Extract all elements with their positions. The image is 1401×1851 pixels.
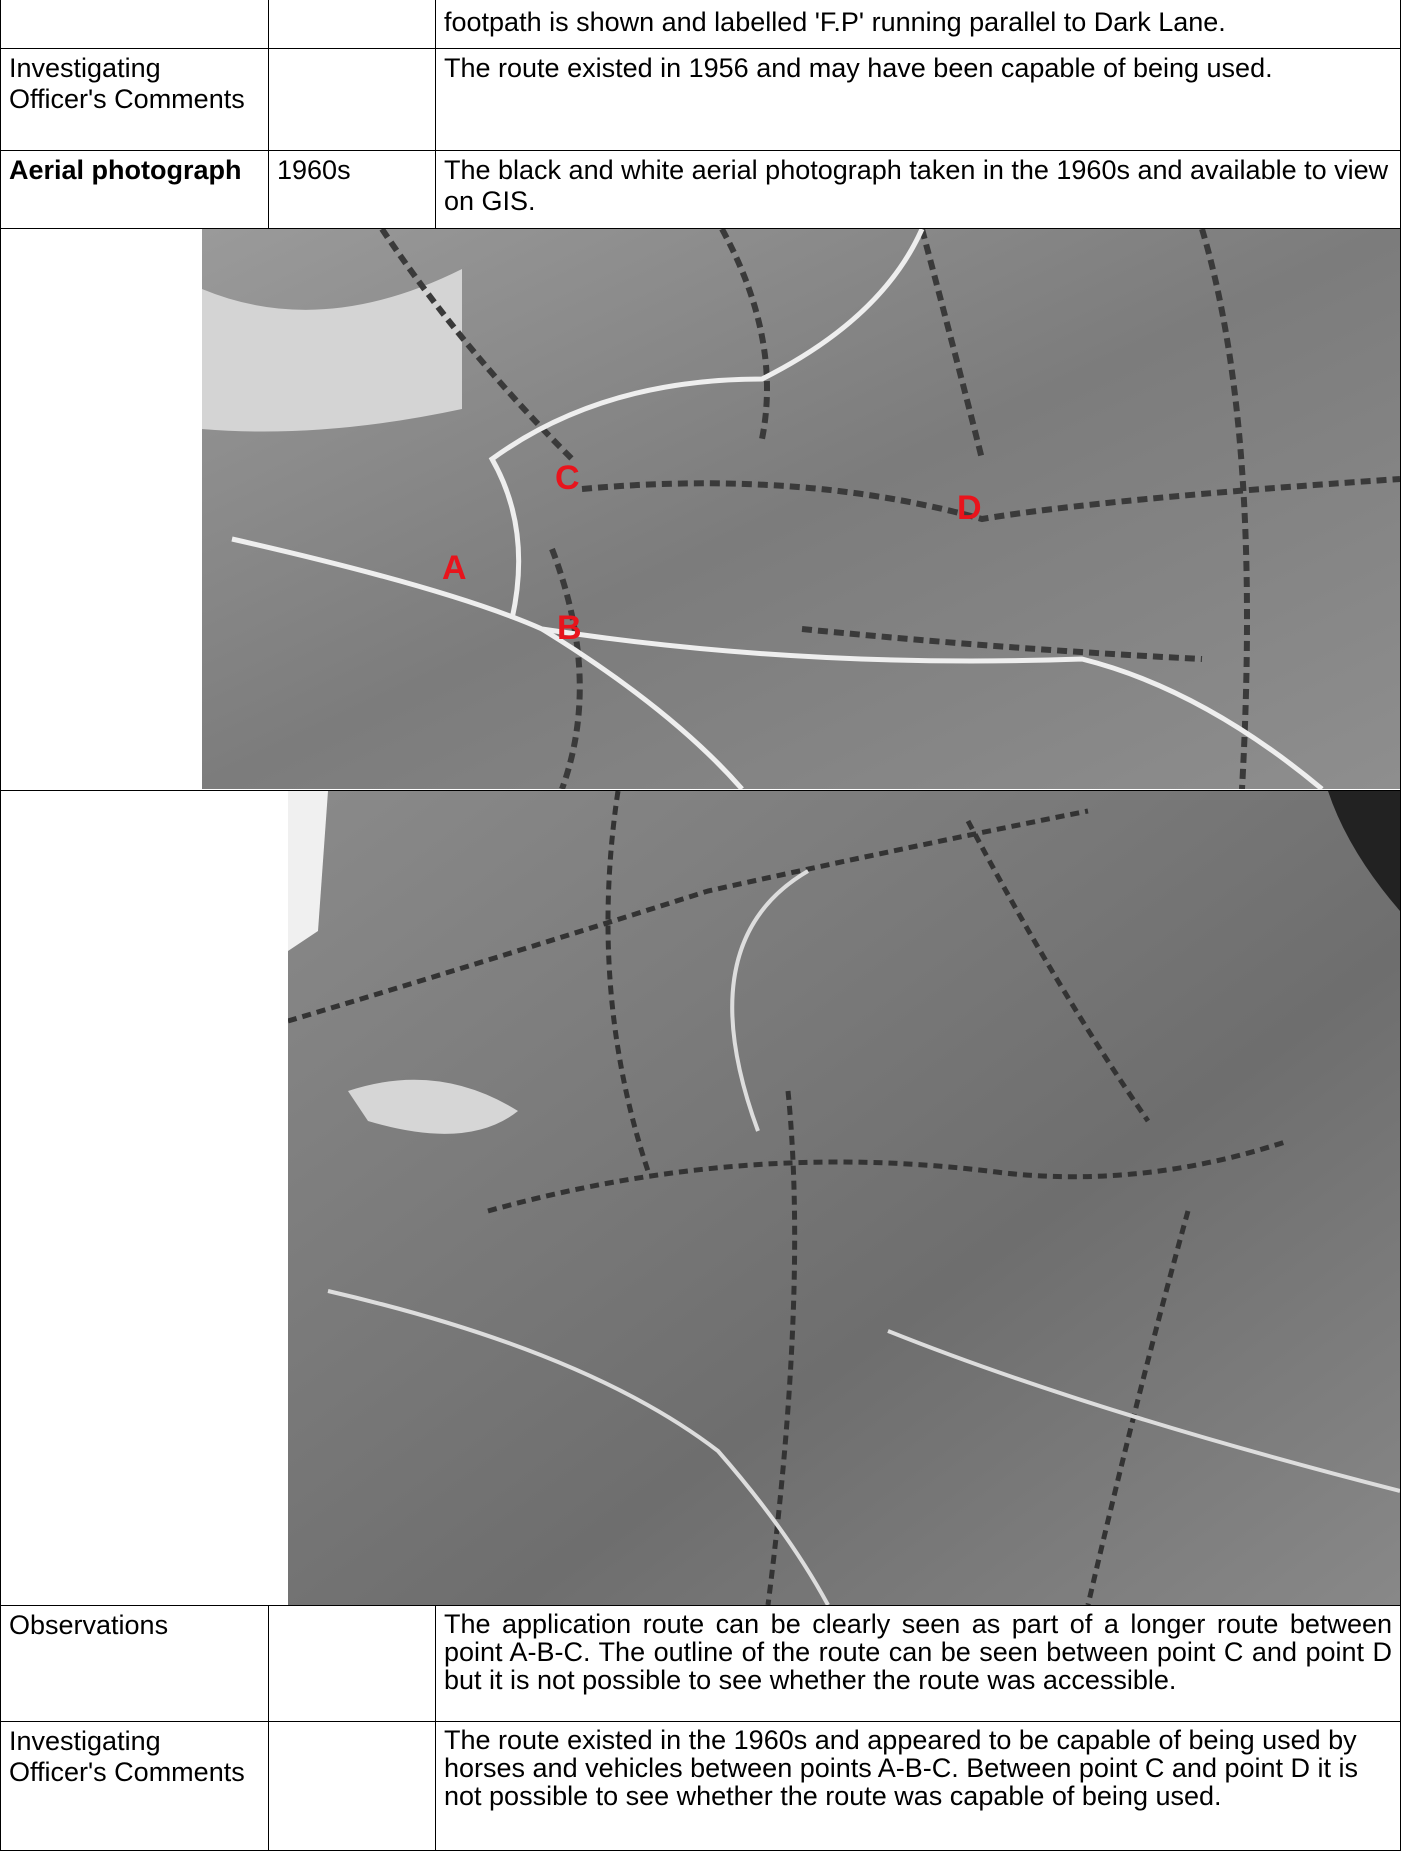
cell: 1960s [268,150,436,229]
cell: Investigating Officer's Comments [0,1721,269,1851]
cell: footpath is shown and labelled 'F.P' run… [435,0,1401,49]
aerial-photo [288,791,1400,1605]
cell [0,0,269,49]
aerial-photo: A B C D [202,229,1400,789]
cell: The route existed in the 1960s and appea… [435,1721,1401,1851]
point-label: D [957,489,982,527]
cell [268,0,436,49]
point-label: C [555,459,580,497]
cell: Aerial photograph [0,150,269,229]
point-label: A [442,549,467,587]
cell: Observations [0,1605,269,1722]
point-label: B [557,609,582,647]
cell [268,1605,436,1722]
cell: The black and white aerial photograph ta… [435,150,1401,229]
cell: The application route can be clearly see… [435,1605,1401,1722]
page: footpath is shown and labelled 'F.P' run… [0,0,1401,1843]
cell [268,1721,436,1851]
cell [268,48,436,151]
cell: The route existed in 1956 and may have b… [435,48,1401,151]
cell: Investigating Officer's Comments [0,48,269,151]
